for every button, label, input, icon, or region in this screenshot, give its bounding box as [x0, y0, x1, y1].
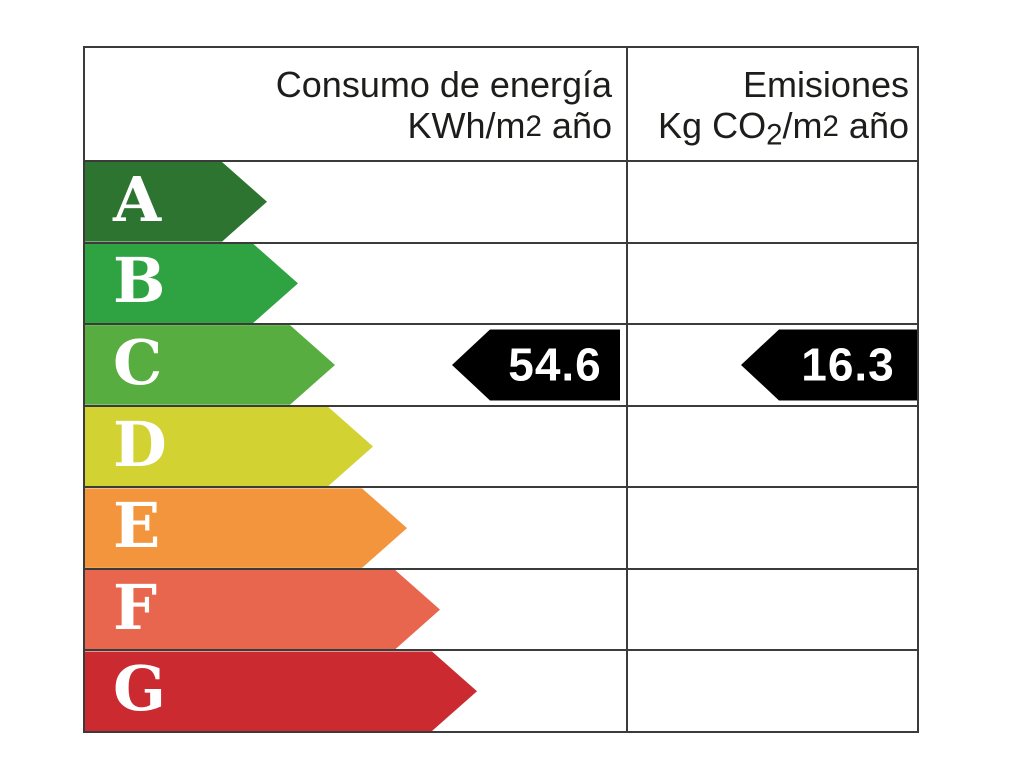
rating-consumption-cell: A [85, 162, 626, 242]
rating-emissions-cell: 16.3 [626, 325, 917, 405]
rating-row-c: C 54.6 16.3 [85, 323, 917, 405]
rating-emissions-cell [626, 569, 917, 650]
consumption-unit: KWh/m2 año [407, 105, 612, 146]
emissions-value-arrow: 16.3 [741, 329, 917, 401]
rating-letter: C [113, 325, 163, 399]
rating-letter: D [113, 407, 167, 481]
rating-row-f: F [85, 567, 917, 650]
rating-arrow: E [85, 488, 407, 568]
rating-arrow: F [85, 570, 440, 650]
rating-row-g: G [85, 649, 917, 732]
table-header: Consumo de energía KWh/m2 año Emisiones … [85, 48, 917, 160]
rating-rows: A B C [85, 160, 917, 732]
rating-consumption-cell: D [85, 407, 626, 487]
rating-emissions-cell [626, 651, 917, 732]
emissions-header-title: Emisiones Kg CO2/m2 año [658, 64, 909, 152]
rating-letter: F [113, 570, 158, 644]
emissions-header-cell: Emisiones Kg CO2/m2 año [626, 48, 917, 160]
rating-row-e: E [85, 486, 917, 568]
rating-arrow: G [85, 651, 477, 731]
rating-letter: A [113, 162, 162, 236]
rating-consumption-cell: F [85, 570, 626, 650]
rating-arrow: C [85, 325, 335, 405]
rating-emissions-cell [626, 162, 917, 242]
emissions-unit: Kg CO2/m2 año [658, 105, 909, 152]
rating-row-a: A [85, 160, 917, 242]
rating-letter: B [113, 244, 166, 318]
rating-consumption-cell: E [85, 488, 626, 568]
consumption-header-cell: Consumo de energía KWh/m2 año [85, 48, 626, 160]
emissions-value: 16.3 [801, 338, 895, 391]
rating-emissions-cell [626, 488, 917, 568]
rating-emissions-cell [626, 406, 917, 487]
consumption-value: 54.6 [508, 338, 602, 391]
rating-consumption-cell: C 54.6 [85, 325, 626, 405]
rating-row-b: B [85, 241, 917, 324]
consumption-value-arrow: 54.6 [452, 329, 620, 401]
rating-row-d: D [85, 404, 917, 487]
rating-emissions-cell [626, 243, 917, 324]
rating-consumption-cell: B [85, 244, 626, 324]
rating-letter: G [113, 652, 166, 726]
rating-arrow: D [85, 407, 373, 487]
rating-arrow: A [85, 162, 267, 242]
rating-consumption-cell: G [85, 651, 626, 731]
rating-table: Consumo de energía KWh/m2 año Emisiones … [83, 46, 919, 733]
consumption-header-title: Consumo de energía KWh/m2 año [275, 64, 612, 146]
rating-letter: E [113, 489, 161, 563]
rating-arrow: B [85, 244, 298, 324]
